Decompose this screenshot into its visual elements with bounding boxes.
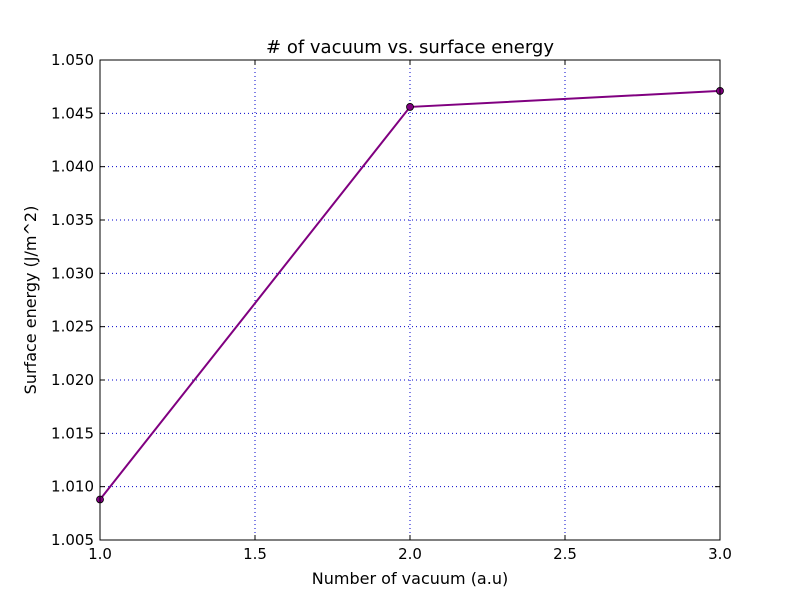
axis-tick-labels: 1.0 1.5 2.0 2.5 3.0 1.005 1.010 1.015 1.020 1.025… — [51, 51, 732, 563]
data-series — [96, 87, 724, 504]
y-tick-label: 1.020 — [51, 371, 94, 389]
x-tick-label: 2.0 — [398, 545, 422, 563]
x-tick-label: 3.0 — [708, 545, 732, 563]
x-axis-label: Number of vacuum (a.u) — [312, 569, 508, 588]
axis-ticks — [99, 59, 721, 541]
y-tick-label: 1.005 — [51, 531, 94, 549]
x-tick-label: 1.0 — [88, 545, 112, 563]
data-point — [406, 103, 414, 111]
y-axis-label: Surface energy (J/m^2) — [21, 206, 40, 395]
y-tick-label: 1.045 — [51, 104, 94, 122]
y-tick-label: 1.030 — [51, 264, 94, 282]
y-tick-label: 1.035 — [51, 211, 94, 229]
y-tick-label: 1.040 — [51, 158, 94, 176]
y-tick-label: 1.050 — [51, 51, 94, 69]
x-tick-label: 1.5 — [243, 545, 267, 563]
y-tick-label: 1.015 — [51, 424, 94, 442]
x-tick-label: 2.5 — [553, 545, 577, 563]
y-tick-label: 1.010 — [51, 478, 94, 496]
y-tick-label: 1.025 — [51, 318, 94, 336]
chart-title: # of vacuum vs. surface energy — [266, 37, 554, 58]
